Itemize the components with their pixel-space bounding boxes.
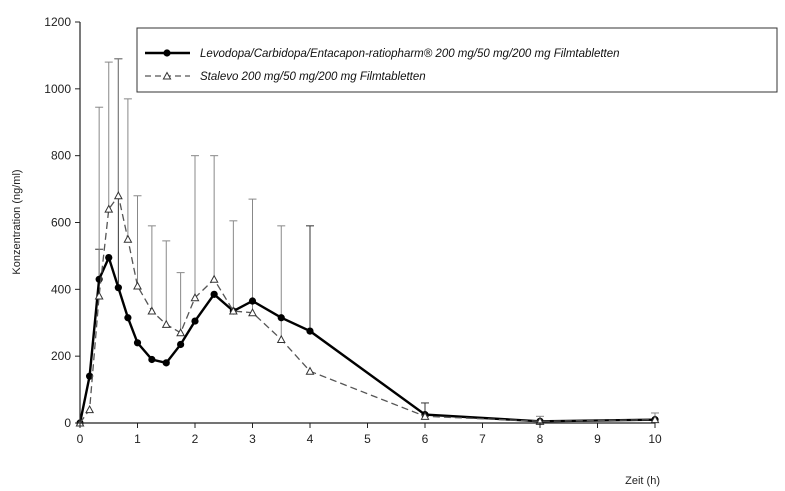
data-point-stalevo (147, 306, 157, 315)
legend-box (136, 27, 778, 93)
legend: Levodopa/Carbidopa/Entacapon-ratiopharm®… (136, 27, 778, 93)
x-axis-title: Zeit (h) (625, 475, 660, 487)
data-point-levodopa (277, 314, 285, 322)
data-point-stalevo (276, 334, 286, 343)
data-point-stalevo (176, 328, 186, 337)
data-point-stalevo (104, 204, 114, 213)
legend-label-stalevo: Stalevo 200 mg/50 mg/200 mg Filmtablette… (200, 71, 426, 83)
y-tick-label: 1200 (44, 15, 71, 29)
y-tick-label: 600 (51, 216, 71, 230)
y-tick-label: 400 (51, 282, 71, 296)
data-point-levodopa (248, 297, 257, 305)
y-tick-label: 0 (64, 416, 71, 430)
data-point-stalevo (113, 191, 123, 200)
x-tick-label: 8 (537, 432, 544, 446)
error-bars (95, 58, 659, 422)
data-point-stalevo (85, 404, 95, 414)
data-point-stalevo (420, 411, 430, 420)
x-tick-label: 2 (192, 432, 199, 446)
axes: 0 1 2 3 4 5 6 7 8 9 10 0 200 400 600 800 1000 1200 (44, 15, 662, 446)
x-tick-label: 0 (77, 432, 84, 446)
x-tick-label: 10 (648, 432, 662, 446)
y-axis-title: Konzentration (ng/ml) (11, 169, 23, 274)
y-tick-label: 200 (51, 349, 71, 363)
x-tick-label: 1 (134, 432, 141, 446)
data-point-stalevo (305, 366, 315, 375)
data-point-stalevo (161, 319, 171, 328)
data-point-stalevo (209, 274, 219, 283)
data-point-levodopa (177, 340, 185, 349)
legend-label-levodopa: Levodopa/Carbidopa/Entacapon-ratiopharm®… (200, 48, 620, 60)
data-point-levodopa (162, 359, 170, 367)
data-point-levodopa (133, 339, 142, 347)
data-point-stalevo (190, 293, 200, 302)
x-tick-label: 6 (422, 432, 429, 446)
x-tick-label: 7 (479, 432, 486, 446)
data-point-stalevo (248, 308, 257, 317)
legend-marker-stalevo (162, 71, 172, 80)
data-point-stalevo (133, 281, 142, 290)
series-layer (75, 191, 660, 427)
data-point-levodopa (191, 317, 199, 325)
x-tick-label: 5 (364, 432, 371, 446)
data-point-levodopa (148, 355, 156, 364)
data-point-levodopa (105, 253, 113, 262)
y-tick-label: 800 (51, 149, 71, 163)
data-point-levodopa (210, 290, 218, 298)
data-point-levodopa (124, 314, 132, 322)
y-tick-label: 1000 (44, 82, 71, 96)
data-point-stalevo (123, 234, 133, 243)
data-point-levodopa (114, 284, 122, 292)
data-point-stalevo (94, 291, 104, 300)
data-point-levodopa (306, 327, 314, 335)
data-point-levodopa (86, 372, 94, 380)
x-tick-label: 4 (307, 432, 314, 446)
x-tick-label: 9 (594, 432, 601, 446)
legend-marker-levodopa (163, 49, 171, 57)
x-tick-label: 3 (249, 432, 256, 446)
data-point-stalevo (228, 306, 238, 315)
